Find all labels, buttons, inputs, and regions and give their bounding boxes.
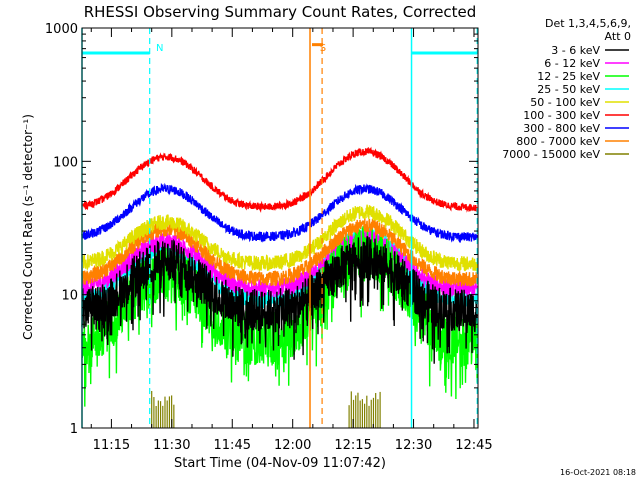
legend-entry-2: 12 - 25 keV: [537, 70, 600, 83]
y-tick-label: 100: [53, 155, 78, 170]
legend-entry-5: 100 - 300 keV: [523, 109, 600, 122]
chart-title: RHESSI Observing Summary Count Rates, Co…: [84, 3, 477, 21]
plot-frame: [81, 27, 479, 429]
legend-entry-1: 6 - 12 keV: [544, 57, 600, 70]
x-tick-label: 12:30: [395, 438, 432, 453]
y-axis-label: Corrected Count Rate (s⁻¹ detector⁻¹): [21, 114, 35, 340]
x-tick-label: 12:15: [334, 438, 371, 453]
axis-layer: 1 10 100 1000 11:15 11:30 11:45 12:00 12:15 12:30…: [45, 22, 493, 453]
legend-header: Att 0: [605, 30, 631, 43]
flag-marker-S: S: [320, 43, 326, 54]
legend-header: Det 1,3,4,5,6,9,: [545, 17, 631, 30]
legend-entry-3: 25 - 50 keV: [537, 83, 600, 96]
y-tick-label: 10: [61, 289, 78, 304]
x-tick-label: 11:30: [153, 438, 190, 453]
x-tick-label: 11:45: [214, 438, 251, 453]
y-tick-label: 1: [70, 422, 78, 437]
legend-entry-6: 300 - 800 keV: [523, 122, 600, 135]
legend-entry-7: 800 - 7000 keV: [516, 135, 600, 148]
footer-timestamp: 16-Oct-2021 08:18: [560, 468, 636, 477]
legend-entry-8: 7000 - 15000 keV: [502, 148, 600, 161]
x-tick-label: 12:45: [455, 438, 492, 453]
y-tick-label: 1000: [45, 22, 78, 37]
x-tick-label: 11:15: [93, 438, 130, 453]
flag-marker-N: N: [156, 43, 163, 54]
legend-entry-0: 3 - 6 keV: [551, 44, 600, 57]
x-axis-label: Start Time (04-Nov-09 11:07:42): [174, 456, 386, 471]
legend-entry-4: 50 - 100 keV: [530, 96, 600, 109]
x-tick-label: 12:00: [274, 438, 311, 453]
